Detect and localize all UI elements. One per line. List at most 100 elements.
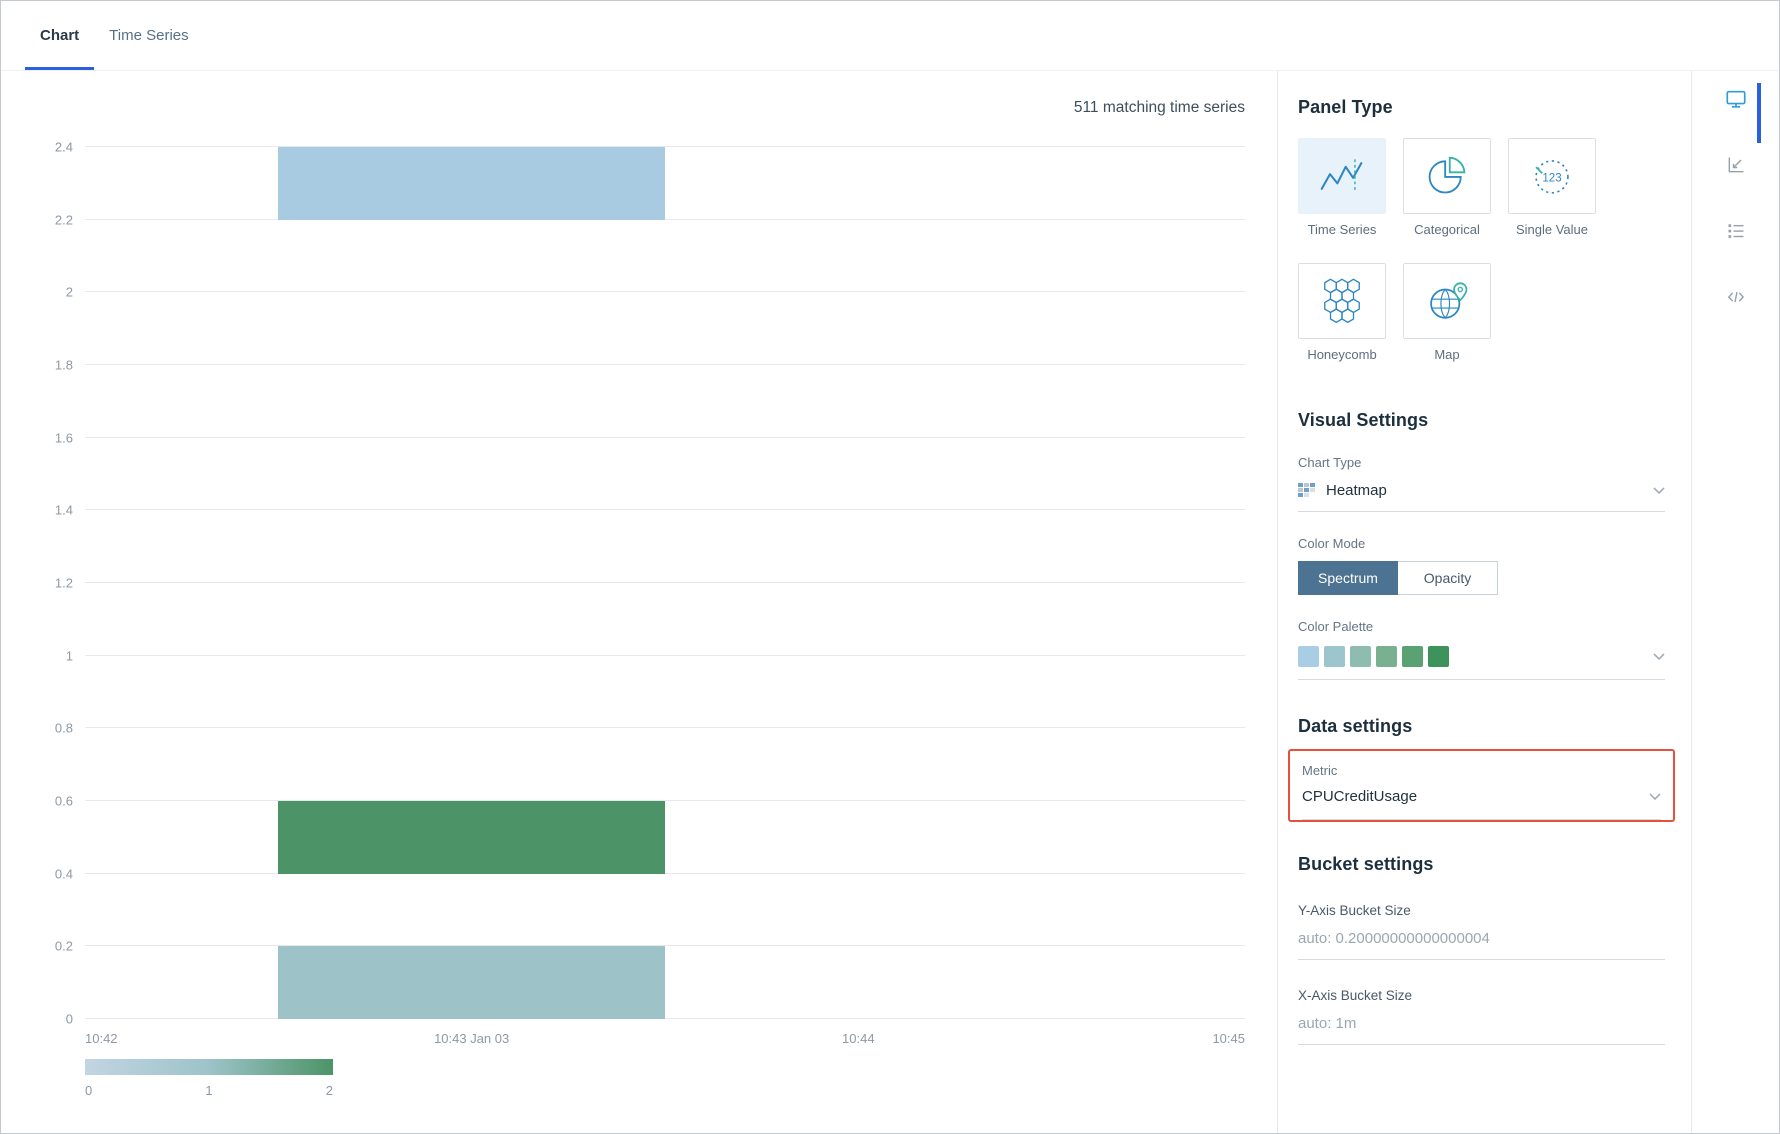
color-scale-tick-label: 2 <box>325 1083 333 1098</box>
map-tile-label: Map <box>1434 347 1460 362</box>
metric-highlight-box: Metric CPUCreditUsage <box>1288 749 1675 822</box>
color-mode-opacity-button[interactable]: Opacity <box>1398 561 1498 595</box>
chevron-down-icon <box>1649 793 1661 800</box>
rail-axes-button[interactable] <box>1724 153 1748 177</box>
panel-type-options: Time Series Categorical 123 <box>1298 138 1665 362</box>
categorical-tile-label: Categorical <box>1414 222 1480 237</box>
palette-swatch <box>1428 646 1449 667</box>
panel-type-heading: Panel Type <box>1298 97 1393 117</box>
gridline <box>85 872 1245 874</box>
chart-type-select[interactable]: Heatmap <box>1298 482 1665 512</box>
monitor-icon <box>1725 90 1746 108</box>
heatmap-cell[interactable] <box>278 946 665 1019</box>
active-rail-indicator <box>1757 83 1761 143</box>
palette-swatches <box>1298 646 1449 667</box>
globe-map-icon <box>1430 282 1468 319</box>
heatmap-cell[interactable] <box>278 147 665 220</box>
color-palette-select[interactable] <box>1298 646 1665 680</box>
honeycomb-tile-label: Honeycomb <box>1307 347 1377 362</box>
gridline <box>85 945 1245 947</box>
gridline <box>85 582 1245 583</box>
time-series-tile <box>1298 138 1386 214</box>
code-icon <box>1727 291 1744 303</box>
gridline <box>85 509 1245 511</box>
honeycomb-icon <box>1324 278 1360 323</box>
bucket-settings-heading: Bucket settings <box>1298 854 1434 874</box>
gridline <box>85 727 1245 729</box>
y-axis-tick-label: 1.6 <box>54 430 73 446</box>
main-content: 511 matching time series 0 0.2 0.4 0.6 0.8 1 1… <box>1 71 1779 1133</box>
x-axis: 10:42 10:43 Jan 03 10:44 10:45 <box>85 1031 1245 1049</box>
svg-text:123: 123 <box>1542 172 1561 184</box>
chart-region: 511 matching time series 0 0.2 0.4 0.6 0.8 1 1… <box>1 71 1278 1133</box>
tab-time-series[interactable]: Time Series <box>94 1 203 70</box>
x-bucket-label: X-Axis Bucket Size <box>1298 988 1413 1003</box>
metric-select[interactable]: CPUCreditUsage <box>1302 788 1661 820</box>
x-axis-tick-label: 10:45 <box>1212 1031 1245 1046</box>
y-axis-tick-label: 2.2 <box>54 212 73 228</box>
palette-swatch <box>1298 646 1319 667</box>
y-bucket-label: Y-Axis Bucket Size <box>1298 903 1411 918</box>
rail-chart-view-button[interactable] <box>1724 87 1748 111</box>
color-palette-label: Color Palette <box>1298 619 1374 634</box>
tab-time-series-label: Time Series <box>109 27 189 44</box>
tab-bar: Chart Time Series <box>1 1 1779 71</box>
y-bucket-input[interactable] <box>1298 920 1665 960</box>
panel-type-single-value[interactable]: 123 Single Value <box>1508 138 1596 237</box>
heatmap-plot[interactable]: 0 0.2 0.4 0.6 0.8 1 1.2 1.4 1.6 1.8 2 2.2 2.4 <box>55 141 1245 1026</box>
tab-chart[interactable]: Chart <box>25 1 95 70</box>
y-axis-tick-label: 1.8 <box>54 357 73 373</box>
heatmap-cell[interactable] <box>278 801 665 874</box>
right-icon-rail <box>1692 71 1779 1133</box>
x-bucket-input[interactable] <box>1298 1005 1665 1045</box>
x-axis-tick-label: 10:42 <box>85 1031 118 1046</box>
color-mode-spectrum-button[interactable]: Spectrum <box>1298 561 1398 595</box>
gridline <box>85 146 1245 147</box>
palette-swatch <box>1324 646 1345 667</box>
matching-series-count: 511 matching time series <box>1073 99 1245 116</box>
color-scale-tick-label: 1 <box>205 1083 213 1098</box>
y-axis-tick-label: 0.4 <box>54 866 73 882</box>
y-axis-tick-label: 1 <box>65 648 73 664</box>
palette-swatch <box>1350 646 1371 667</box>
gridline <box>85 436 1245 438</box>
y-axis-tick-label: 0 <box>65 1011 73 1027</box>
chevron-down-icon <box>1653 653 1665 660</box>
gridline <box>85 800 1245 801</box>
color-scale-gradient <box>85 1059 333 1075</box>
honeycomb-tile <box>1298 263 1386 339</box>
y-axis-tick-label: 2 <box>65 284 73 300</box>
pie-chart-icon <box>1428 156 1466 194</box>
x-axis-tick-label: 10:44 <box>842 1031 875 1046</box>
time-series-icon <box>1320 159 1363 193</box>
chevron-down-icon <box>1653 487 1665 494</box>
time-series-tile-label: Time Series <box>1307 222 1377 237</box>
metric-value: CPUCreditUsage <box>1302 788 1418 805</box>
y-axis-tick-label: 1.2 <box>54 575 73 591</box>
gauge-icon: 123 <box>1535 160 1569 194</box>
rail-code-button[interactable] <box>1724 285 1748 309</box>
palette-swatch <box>1402 646 1423 667</box>
gridline <box>85 1018 1245 1019</box>
single-value-tile-label: Single Value <box>1515 222 1589 237</box>
color-scale-tick-label: 0 <box>85 1083 93 1098</box>
metric-label: Metric <box>1302 763 1338 778</box>
gridline <box>85 218 1245 220</box>
panel-type-map[interactable]: Map <box>1403 263 1491 362</box>
map-tile <box>1403 263 1491 339</box>
single-value-tile: 123 <box>1508 138 1596 214</box>
chart-axes-icon <box>1728 157 1743 173</box>
categorical-tile <box>1403 138 1491 214</box>
color-legend: 0 1 2 <box>85 1059 333 1098</box>
panel-type-honeycomb[interactable]: Honeycomb <box>1298 263 1386 362</box>
panel-type-categorical[interactable]: Categorical <box>1403 138 1491 237</box>
y-axis-tick-label: 2.4 <box>54 139 73 155</box>
data-settings-heading: Data settings <box>1298 716 1413 736</box>
panel-type-time-series[interactable]: Time Series <box>1298 138 1386 237</box>
gridline <box>85 654 1245 656</box>
tab-chart-label: Chart <box>40 27 80 44</box>
visual-settings-heading: Visual Settings <box>1298 410 1429 430</box>
gridline <box>85 291 1245 293</box>
rail-list-button[interactable] <box>1724 219 1748 243</box>
y-axis-tick-label: 0.6 <box>54 793 73 809</box>
